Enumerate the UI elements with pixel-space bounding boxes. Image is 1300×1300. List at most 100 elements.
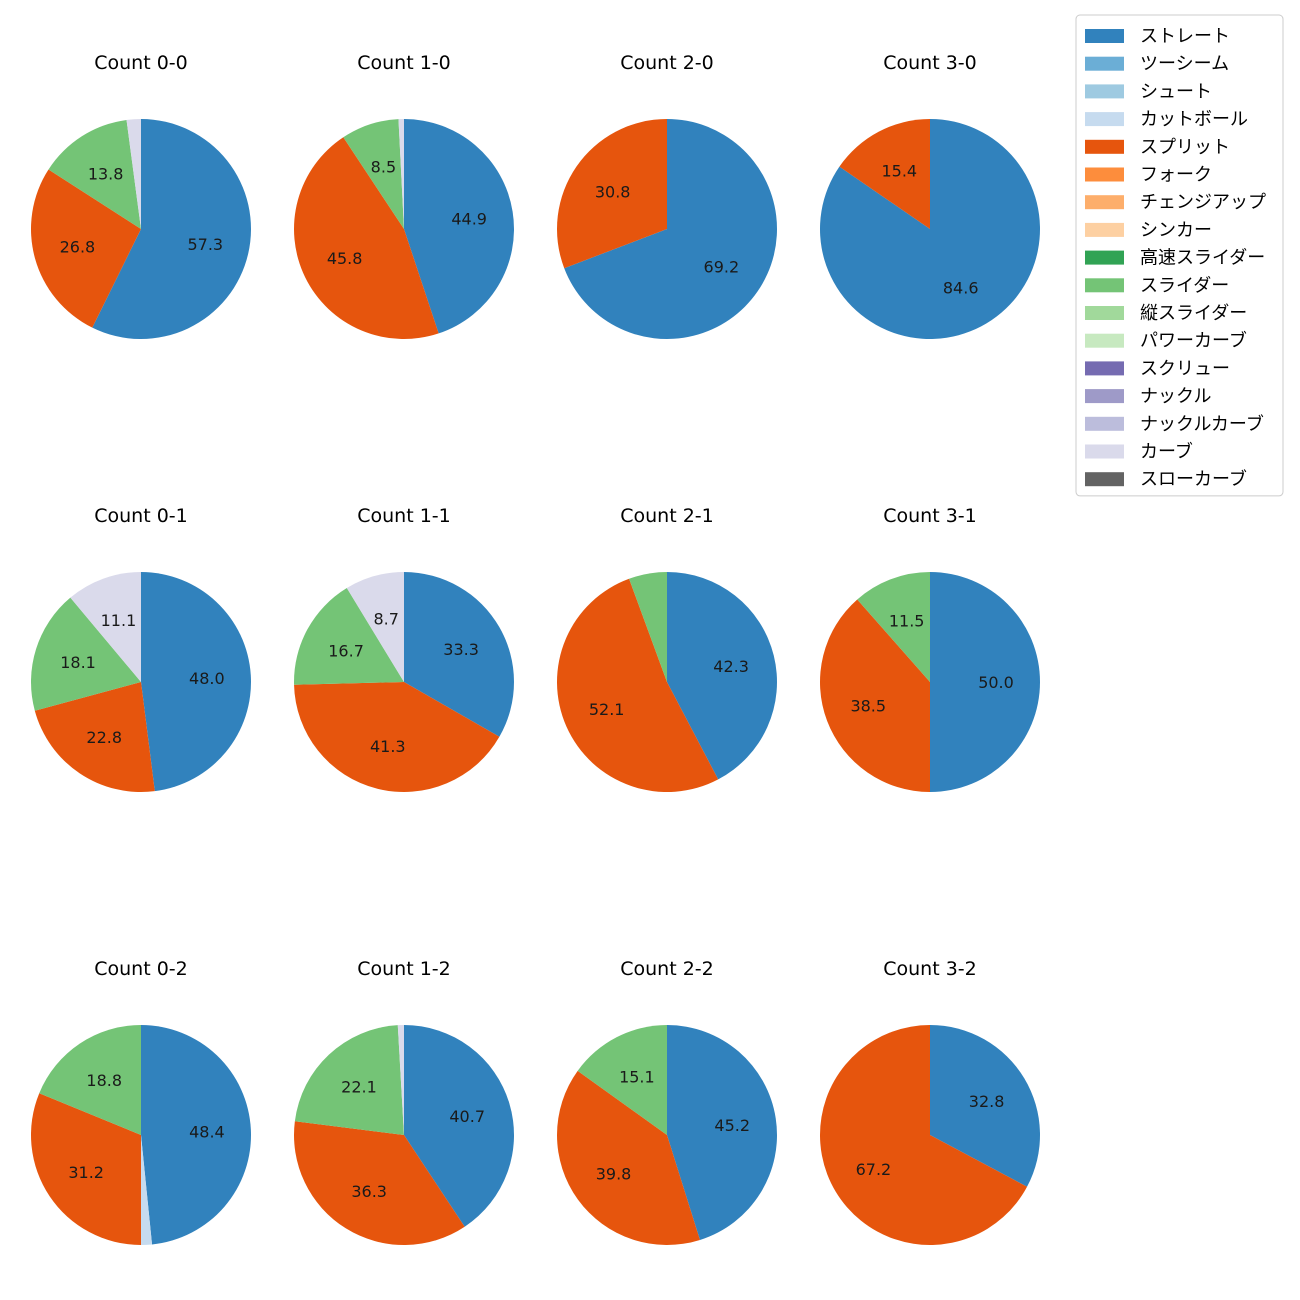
- pie-slice: [820, 119, 1041, 339]
- pie-5: Count 0-1 48.0 22.8 18.1 11.1: [31, 505, 251, 792]
- pie-slice: [30, 1093, 141, 1245]
- legend-item: シュート: [1085, 81, 1212, 102]
- legend-label: 縦スライダー: [1140, 303, 1247, 324]
- legend-swatch: [1085, 278, 1124, 293]
- pie-slice: [141, 572, 251, 792]
- pie-slice: [404, 119, 514, 334]
- slice-value-label: 18.1: [60, 653, 96, 672]
- legend-label: ストレート: [1140, 26, 1230, 47]
- pie-slice: [667, 572, 777, 780]
- legend-item: ツーシーム: [1085, 54, 1229, 75]
- slice-value-label: 13.8: [88, 164, 124, 183]
- pie-3: Count 2-0 69.2 30.8: [556, 52, 777, 339]
- pie-slice: [294, 682, 500, 792]
- legend-label: カーブ: [1140, 441, 1193, 463]
- pie-slice: [839, 119, 930, 229]
- slice-value-label: 16.7: [328, 641, 364, 660]
- legend-item: チェンジアップ: [1085, 192, 1266, 213]
- pie-slice: [294, 1025, 404, 1135]
- slice-value-label: 32.8: [969, 1092, 1005, 1111]
- slice-value-label: 67.2: [856, 1160, 892, 1179]
- pie-title: Count 2-1: [620, 505, 714, 527]
- legend-label: フォーク: [1140, 165, 1212, 186]
- legend-swatch: [1085, 333, 1124, 348]
- pie-slice: [293, 137, 439, 340]
- legend-swatch: [1085, 444, 1124, 459]
- legend-label: スクリュー: [1140, 358, 1230, 379]
- slice-value-label: 36.3: [351, 1182, 387, 1201]
- slice-value-label: 22.8: [86, 728, 122, 747]
- slice-value-label: 30.8: [595, 183, 631, 202]
- legend-swatch: [1085, 389, 1124, 404]
- legend-label: スライダー: [1140, 275, 1229, 296]
- legend-label: ナックル: [1140, 386, 1211, 407]
- legend-label: スプリット: [1140, 137, 1230, 158]
- slice-value-label: 11.1: [101, 611, 137, 630]
- pie-slice: [70, 572, 141, 682]
- pie-title: Count 1-2: [357, 958, 451, 980]
- pie-slice: [30, 169, 141, 328]
- legend-label: シュート: [1140, 81, 1212, 102]
- pie-slice: [397, 1025, 404, 1135]
- slice-value-label: 45.8: [327, 249, 363, 268]
- pie-1: Count 0-0 57.3 26.8 13.8: [30, 52, 252, 339]
- pie-slice: [34, 682, 155, 792]
- pie-slice: [667, 1025, 777, 1240]
- legend-label: ナックルカーブ: [1140, 413, 1264, 435]
- legend-label: パワーカーブ: [1140, 330, 1247, 352]
- pie-slice: [556, 119, 667, 269]
- legend-item: 縦スライダー: [1085, 303, 1247, 324]
- slice-value-label: 50.0: [978, 673, 1014, 692]
- pie-title: Count 2-0: [620, 52, 714, 74]
- slice-value-label: 26.8: [60, 238, 96, 257]
- pie-slice: [126, 119, 141, 229]
- pie-7: Count 2-1 42.3 52.1: [556, 505, 777, 793]
- legend-label: ツーシーム: [1140, 54, 1229, 75]
- legend-swatch: [1085, 56, 1124, 71]
- pie-9: Count 0-2 48.4 31.2 18.8: [30, 958, 251, 1245]
- pies-layer: Count 0-0 57.3 26.8 13.8 Count 1-0 44.9 45.8 8.…: [30, 52, 1041, 1246]
- legend-item: カーブ: [1085, 441, 1193, 463]
- slice-value-label: 38.5: [850, 696, 886, 715]
- legend-swatch: [1085, 472, 1124, 487]
- legend-item: スクリュー: [1085, 358, 1230, 379]
- pie-8: Count 3-1 50.0 38.5 11.5: [819, 505, 1040, 792]
- slice-value-label: 15.4: [881, 162, 917, 181]
- pie-slice: [820, 1025, 1028, 1245]
- legend-label: チェンジアップ: [1140, 192, 1266, 213]
- legend-item: ナックルカーブ: [1085, 413, 1264, 435]
- legend-item: スローカーブ: [1085, 468, 1247, 490]
- slice-value-label: 40.7: [449, 1107, 485, 1126]
- pie-slice: [346, 572, 404, 682]
- legend-swatch: [1085, 112, 1124, 127]
- pie-slice: [141, 1025, 251, 1245]
- slice-value-label: 31.2: [68, 1163, 104, 1182]
- slice-value-label: 11.5: [889, 611, 925, 630]
- legend-item: スプリット: [1085, 137, 1230, 158]
- pie-slice: [48, 119, 142, 229]
- pie-slice: [343, 119, 404, 229]
- slice-value-label: 45.2: [714, 1116, 750, 1135]
- legend-item: フォーク: [1085, 165, 1212, 186]
- pie-2: Count 1-0 44.9 45.8 8.5: [293, 52, 514, 340]
- pie-title: Count 0-0: [94, 52, 188, 74]
- legend: ストレートツーシームシュートカットボールスプリットフォークチェンジアップシンカー…: [1075, 14, 1284, 497]
- legend-swatch: [1085, 250, 1124, 265]
- pie-12: Count 3-2 32.8 67.2: [820, 958, 1040, 1245]
- legend-frame: [1075, 14, 1284, 497]
- legend-item: ストレート: [1085, 26, 1230, 47]
- pie-title: Count 0-1: [94, 505, 188, 527]
- slice-value-label: 15.1: [619, 1067, 655, 1086]
- slice-value-label: 22.1: [341, 1078, 377, 1097]
- slice-value-label: 8.5: [371, 157, 396, 176]
- legend-item: パワーカーブ: [1085, 330, 1247, 352]
- legend-swatch: [1085, 29, 1124, 43]
- pie-slice: [141, 1135, 153, 1245]
- legend-label: シンカー: [1140, 220, 1212, 241]
- pie-slice: [577, 1025, 667, 1135]
- pie-slice: [564, 119, 777, 339]
- pie-4: Count 3-0 84.6 15.4: [820, 52, 1041, 339]
- slice-value-label: 44.9: [451, 209, 487, 228]
- legend-swatch: [1085, 167, 1124, 182]
- pie-10: Count 1-2 40.7 36.3 22.1: [293, 958, 514, 1246]
